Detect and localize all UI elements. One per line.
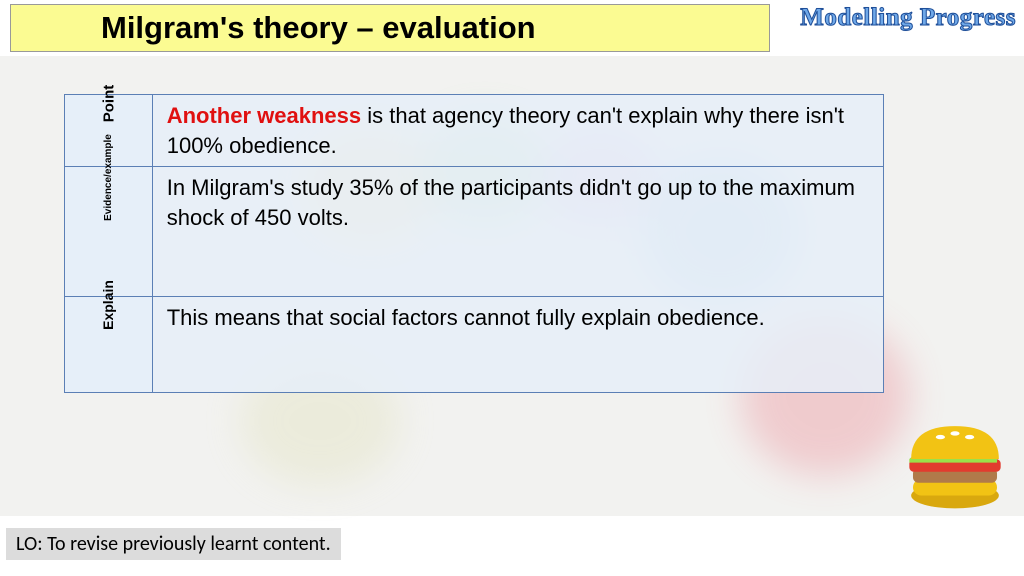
cell-explain: This means that social factors cannot fu… <box>152 297 883 393</box>
burger-icon <box>900 417 1010 512</box>
row-label-explain: Explain <box>65 297 153 393</box>
table-row: Point Another weakness is that agency th… <box>65 95 884 167</box>
table-row: Evidence/example In Milgram's study 35% … <box>65 167 884 297</box>
row-label-evidence: Evidence/example <box>65 167 153 297</box>
title-bar: Milgram's theory – evaluation <box>10 4 770 52</box>
table-row: Explain This means that social factors c… <box>65 297 884 393</box>
slide-title: Milgram's theory – evaluation <box>101 10 536 46</box>
point-emph: Another weakness <box>167 103 361 128</box>
learning-objective: LO: To revise previously learnt content. <box>6 528 341 560</box>
cell-evidence: In Milgram's study 35% of the participan… <box>152 167 883 297</box>
pee-table: Point Another weakness is that agency th… <box>64 94 884 393</box>
cell-point: Another weakness is that agency theory c… <box>152 95 883 167</box>
brand-wordmark: Modelling Progress <box>800 4 1016 32</box>
